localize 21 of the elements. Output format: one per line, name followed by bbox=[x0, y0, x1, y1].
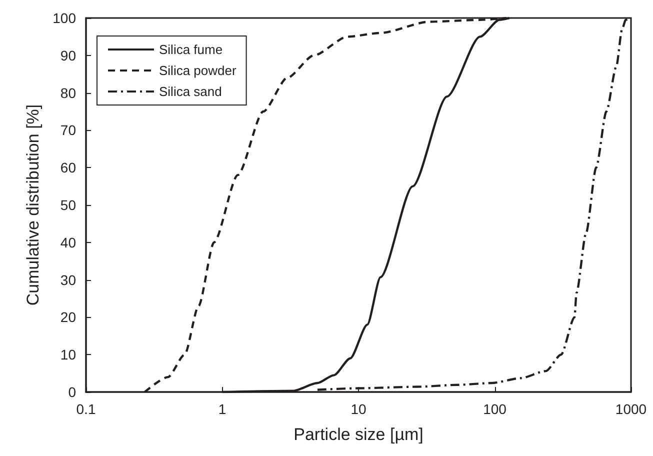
y-tick-label: 50 bbox=[60, 197, 76, 213]
legend-label: Silica powder bbox=[159, 63, 237, 78]
x-tick-label: 1 bbox=[218, 401, 226, 417]
y-tick-label: 60 bbox=[60, 160, 76, 176]
y-axis-title: Cumulative distribution [%] bbox=[24, 104, 43, 306]
x-tick-label: 1000 bbox=[615, 401, 647, 417]
x-tick-label: 10 bbox=[350, 401, 366, 417]
x-tick-label: 0.1 bbox=[76, 401, 96, 417]
y-tick-label: 30 bbox=[60, 272, 76, 288]
y-tick-label: 70 bbox=[60, 122, 76, 138]
legend-label: Silica sand bbox=[159, 84, 222, 99]
y-tick-label: 40 bbox=[60, 234, 76, 250]
y-tick-label: 0 bbox=[68, 384, 76, 400]
y-tick-label: 80 bbox=[60, 84, 76, 101]
x-axis-title: Particle size [µm] bbox=[294, 425, 424, 444]
y-tick-label: 10 bbox=[60, 346, 76, 363]
x-tick-label: 100 bbox=[483, 401, 507, 417]
y-tick-label: 90 bbox=[60, 47, 76, 64]
legend-label: Silica fume bbox=[159, 42, 223, 57]
y-tick-label: 100 bbox=[52, 10, 76, 26]
y-tick-label: 20 bbox=[60, 309, 76, 326]
